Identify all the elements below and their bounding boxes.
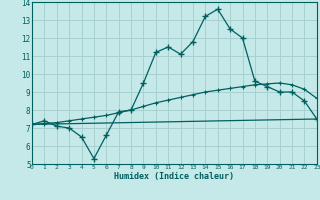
X-axis label: Humidex (Indice chaleur): Humidex (Indice chaleur) bbox=[115, 172, 234, 181]
